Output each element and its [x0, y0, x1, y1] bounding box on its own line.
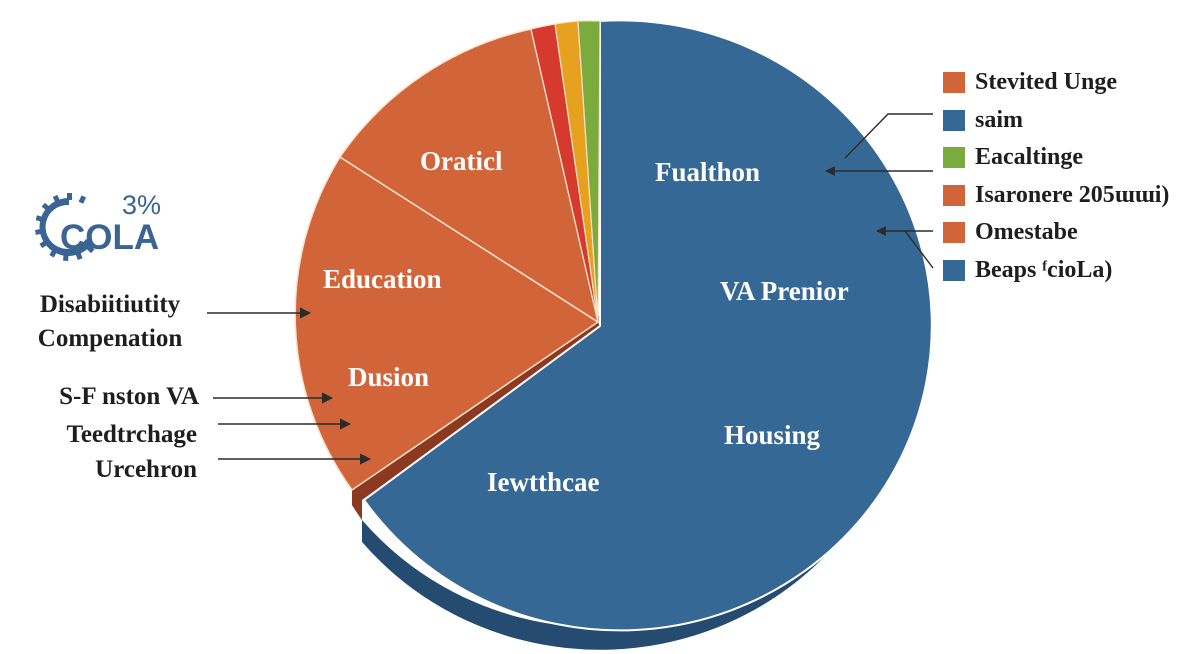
side-label-urcehron: Urcehron	[95, 456, 197, 483]
legend-swatch-orange	[943, 222, 965, 244]
pie-slice-green[interactable]	[577, 20, 601, 323]
side-label-teedtrchage: Teedtrchage	[66, 421, 197, 448]
legend-item: Beaps ᶠcioLa)	[943, 252, 1169, 290]
chart-legend: Stevited Unge saim Eacaltinge Isaronere …	[943, 64, 1169, 289]
legend-swatch-green	[943, 147, 965, 169]
slice-label-education: Education	[323, 264, 442, 294]
left-callout-arrows	[207, 307, 372, 465]
slice-label-housing: Housing	[724, 420, 821, 450]
side-label-disability-line1: Disabiitiutity	[39, 291, 181, 318]
logo-text: COLA	[60, 218, 160, 257]
gear-icon	[34, 193, 95, 262]
legend-item: Stevited Unge	[943, 64, 1169, 102]
pie-slice-blue[interactable]	[362, 19, 933, 632]
legend-label: Omestabe	[975, 219, 1078, 246]
slice-label-va-prenior: VA Prenior	[720, 276, 849, 306]
legend-label: Beaps ᶠcioLa)	[975, 256, 1113, 283]
legend-item: saim	[943, 102, 1169, 140]
legend-swatch-blue	[943, 109, 965, 131]
legend-swatch-orange	[943, 72, 965, 94]
legend-label: Eacaltinge	[975, 144, 1083, 171]
side-label-disability: Disabiitiutity Compenation	[20, 288, 200, 356]
right-callout-lines	[825, 113, 934, 269]
legend-swatch-orange	[943, 184, 965, 206]
side-label-sfnston: S-F nston VA	[59, 383, 199, 410]
legend-item: Isaronere 205ɯɯi)	[943, 177, 1169, 215]
legend-item: Eacaltinge	[943, 139, 1169, 177]
legend-label: Stevited Unge	[975, 69, 1117, 96]
legend-item: Omestabe	[943, 214, 1169, 252]
legend-swatch-blue	[943, 259, 965, 281]
legend-label: saim	[975, 106, 1023, 133]
pie-slice-orange-upper[interactable]	[338, 28, 600, 324]
slice-label-iewtthcae: Iewtthcae	[487, 467, 599, 497]
legend-label: Isaronere 205ɯɯi)	[975, 181, 1170, 208]
slice-label-fualthon: Fualthon	[655, 157, 760, 187]
logo-percent: 3%	[122, 190, 162, 220]
slice-label-oraticl: Oraticl	[420, 146, 503, 176]
side-label-disability-line2: Compenation	[37, 325, 183, 352]
pie-slice-orange-lower[interactable]	[294, 155, 600, 492]
cola-logo: 3% COLA	[34, 190, 194, 262]
slice-label-dusion: Dusion	[348, 362, 429, 392]
